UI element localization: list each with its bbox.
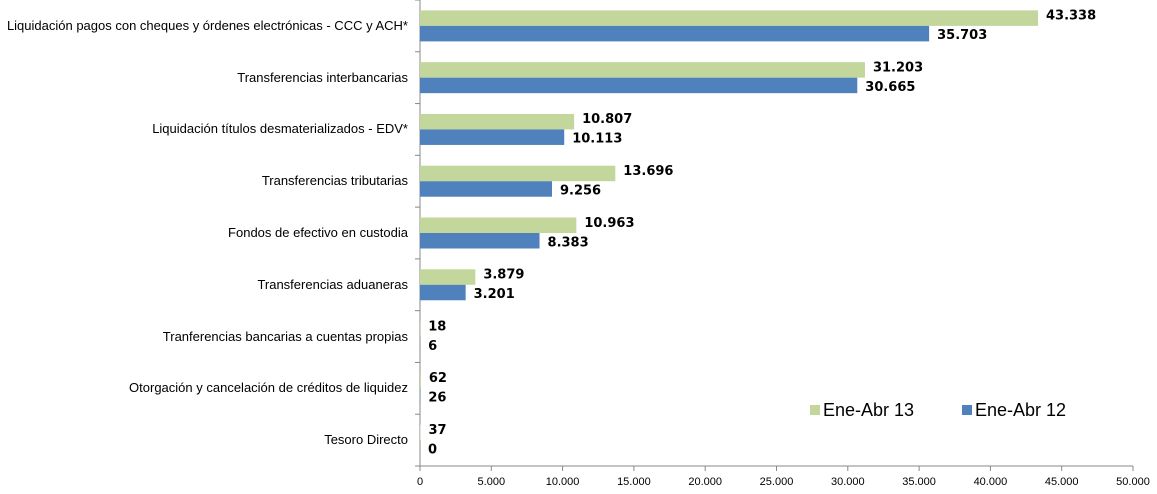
category-label: Liquidación pagos con cheques y órdenes … [6, 17, 408, 33]
x-tick-label: 35.000 [902, 476, 936, 488]
bar [420, 269, 476, 285]
bar [420, 233, 540, 249]
value-label: 30.665 [865, 80, 915, 95]
category-label: Liquidación títulos desmaterializados - … [152, 121, 408, 137]
legend-label: Ene-Abr 12 [975, 400, 1066, 420]
value-label: 8.383 [548, 235, 589, 250]
bar [420, 10, 1038, 26]
value-label: 9.256 [560, 183, 601, 198]
bar [420, 424, 421, 441]
value-label: 10.807 [582, 112, 632, 127]
value-label: 37 [429, 423, 447, 438]
x-tick-label: 25.000 [760, 476, 794, 488]
bar [420, 25, 930, 42]
bar [420, 129, 565, 145]
legend-swatch [962, 405, 972, 415]
value-label: 18 [428, 319, 446, 334]
value-label: 3.879 [483, 268, 524, 283]
value-label: 10.963 [584, 216, 634, 231]
x-tick-label: 30.000 [831, 476, 865, 488]
value-label: 26 [428, 391, 446, 406]
x-tick-label: 50.000 [1116, 476, 1150, 488]
x-tick-label: 40.000 [974, 476, 1008, 488]
bar [420, 165, 616, 182]
value-label: 3.201 [474, 287, 515, 302]
bar [420, 284, 466, 301]
value-label: 35.703 [937, 28, 987, 43]
value-label: 43.338 [1046, 9, 1096, 24]
x-tick-label: 0 [417, 476, 423, 488]
x-tick-label: 45.000 [1045, 476, 1079, 488]
x-tick-label: 5.000 [478, 476, 506, 488]
value-label: 0 [428, 442, 437, 457]
category-label: Fondos de efectivo en custodia [228, 225, 408, 240]
category-label: Transferencias aduaneras [257, 276, 408, 292]
category-label: Tesoro Directo [324, 432, 408, 448]
bar [420, 77, 858, 94]
category-label: Transferencias interbancarias [237, 69, 408, 85]
value-label: 31.203 [873, 60, 923, 75]
category-label: Tranferencias bancarias a cuentas propia… [162, 328, 408, 344]
x-tick-label: 20.000 [688, 476, 722, 488]
bar [420, 113, 575, 130]
x-tick-label: 10.000 [546, 476, 580, 488]
value-label: 62 [429, 371, 447, 386]
x-tick-label: 15.000 [617, 476, 651, 488]
value-label: 6 [428, 339, 437, 354]
legend-label: Ene-Abr 13 [823, 400, 914, 420]
category-label: Otorgación y cancelación de créditos de … [129, 380, 408, 396]
value-label: 10.113 [572, 132, 622, 147]
value-label: 13.696 [623, 164, 673, 179]
bar [420, 217, 577, 233]
bar [420, 372, 421, 389]
bar [420, 181, 552, 197]
legend-swatch [810, 405, 820, 415]
bar [420, 62, 865, 78]
category-label: Transferencias tributarias [261, 173, 408, 189]
